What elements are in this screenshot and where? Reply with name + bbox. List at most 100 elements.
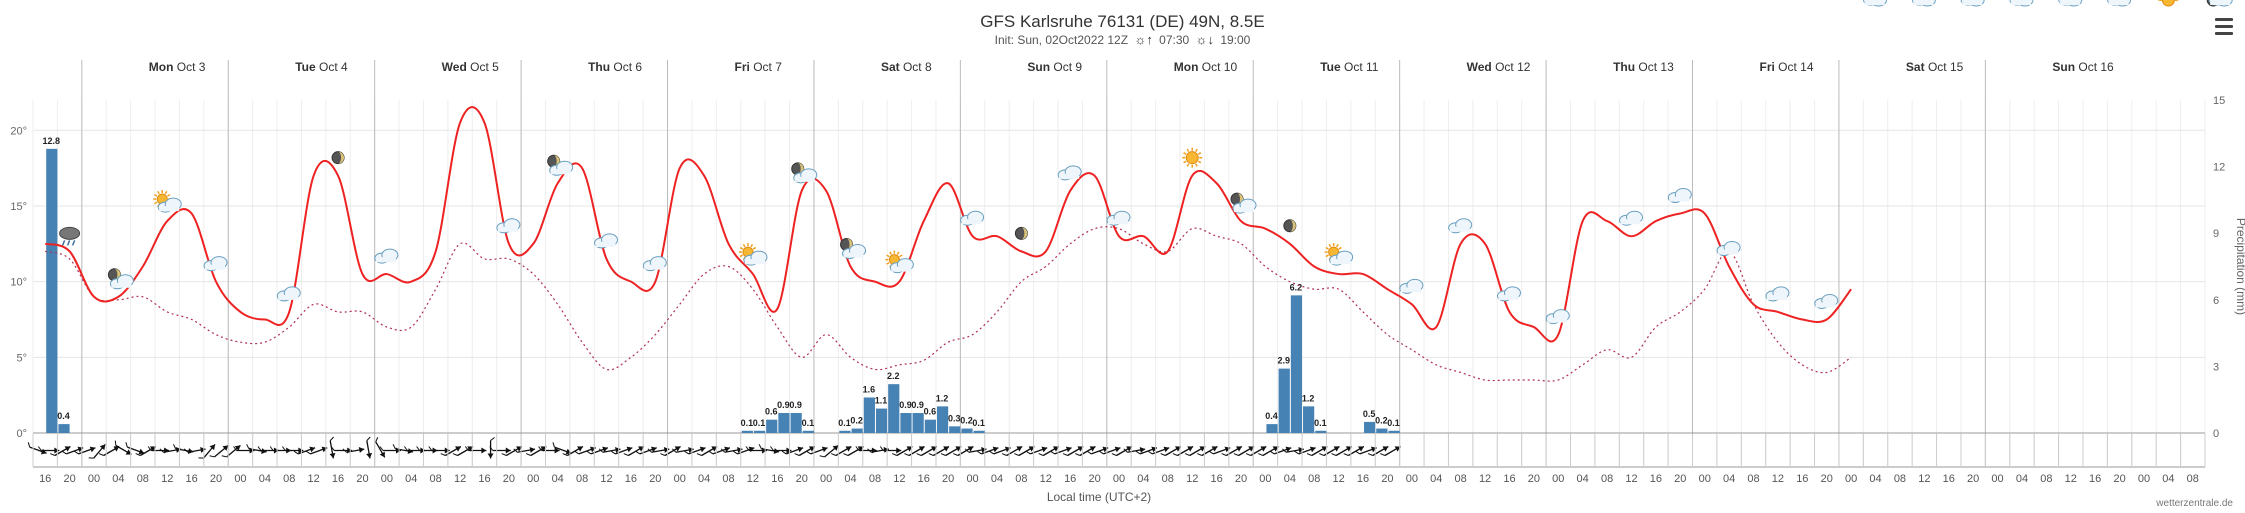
wind-arrow-head xyxy=(1298,447,1304,453)
cloud-shape xyxy=(2059,0,2080,5)
wind-arrow-barb xyxy=(1099,450,1104,455)
precip-data-label: 0.1 xyxy=(1314,418,1327,428)
wind-arrow-barb xyxy=(867,448,872,453)
wind-arrow xyxy=(1258,445,1279,457)
day-name: Fri xyxy=(735,60,750,74)
hamburger-menu-icon[interactable] xyxy=(2215,18,2233,39)
hour-tick-label: 04 xyxy=(2162,473,2174,485)
wind-arrow xyxy=(525,445,547,457)
wind-arrow-head xyxy=(209,444,216,451)
wind-arrow xyxy=(916,445,938,457)
wind-arrow-barb xyxy=(416,446,420,451)
wind-arrow-barb xyxy=(1147,450,1153,455)
wind-arrow xyxy=(989,446,1011,455)
wind-arrow-barb xyxy=(794,453,800,456)
cloud-icon xyxy=(1667,188,1692,204)
hour-tick-label: 08 xyxy=(576,473,588,485)
day-name: Fri xyxy=(1760,60,1775,74)
cloud-shape xyxy=(1718,249,1739,255)
wind-arrow-barb xyxy=(1233,453,1239,456)
wind-arrow xyxy=(209,444,229,458)
hour-tick-label: 20 xyxy=(1674,473,1686,485)
day-date: Oct 3 xyxy=(173,60,205,74)
wind-arrow-head xyxy=(540,446,547,452)
day-label: Wed Oct 5 xyxy=(442,60,499,74)
precip-data-label: 1.1 xyxy=(875,396,888,406)
precip-bar xyxy=(839,430,851,433)
wind-arrow xyxy=(1099,446,1121,455)
precip-data-label: 2.9 xyxy=(1277,356,1290,366)
wind-arrow xyxy=(770,446,792,454)
day-date: Oct 6 xyxy=(610,60,642,74)
day-date: Oct 13 xyxy=(1635,60,1674,74)
wind-arrow-head xyxy=(298,447,304,454)
day-date: Oct 16 xyxy=(2075,60,2114,74)
cloud-shape xyxy=(1330,259,1351,265)
precip-data-label: 1.6 xyxy=(863,384,876,394)
wind-arrow xyxy=(964,447,987,453)
hour-tick-label: 12 xyxy=(2065,473,2077,485)
hour-tick-label: 08 xyxy=(137,473,149,485)
precip-data-label: 0.1 xyxy=(802,418,815,428)
moon-cloud-icon xyxy=(791,162,818,184)
sunset-icon: ☼↓ xyxy=(1195,32,1214,47)
wind-arrow xyxy=(489,446,511,454)
wind-arrow-head xyxy=(1139,447,1146,453)
hour-tick-label: 12 xyxy=(893,473,905,485)
wind-arrow xyxy=(392,444,414,454)
wind-arrow-barb xyxy=(246,444,250,449)
wind-arrow-barb xyxy=(125,442,128,448)
wind-arrow-barb xyxy=(1001,453,1007,456)
cloud-shape xyxy=(497,226,518,232)
wind-arrow-barb xyxy=(501,453,507,456)
wind-arrow xyxy=(1343,445,1365,457)
wind-arrow-head xyxy=(516,446,522,452)
cloud-icon xyxy=(374,248,399,264)
cloud-shape xyxy=(961,219,982,225)
wind-arrow-head xyxy=(688,447,694,453)
wind-arrow xyxy=(598,447,621,453)
wind-arrow xyxy=(1306,445,1328,457)
hour-tick-label: 16 xyxy=(39,473,51,485)
wind-arrow xyxy=(586,446,609,455)
wind-arrow xyxy=(1367,445,1389,457)
cloud-shape xyxy=(1498,294,1519,300)
wind-arrow-barb xyxy=(281,446,286,451)
wind-arrow-barb xyxy=(1331,453,1337,456)
wind-arrow-head xyxy=(125,449,132,455)
cloud-shape xyxy=(644,264,665,270)
cloud-icon xyxy=(1863,0,1888,7)
sun-ray xyxy=(1325,254,1329,258)
hour-tick-label: 04 xyxy=(1284,473,1296,485)
hour-tick-label: 08 xyxy=(722,473,734,485)
hour-tick-label: 00 xyxy=(88,473,100,485)
hour-tick-label: 08 xyxy=(2187,473,2199,485)
hour-tick-label: 16 xyxy=(1210,473,1222,485)
wind-arrow-barb xyxy=(610,450,616,455)
wind-arrow-barb xyxy=(366,436,371,441)
precip-data-label: 0.9 xyxy=(911,400,924,410)
wind-arrow-head xyxy=(1382,446,1389,452)
day-label: Sun Oct 9 xyxy=(1027,60,1082,74)
precip-bar xyxy=(1278,368,1290,433)
wind-arrow xyxy=(1001,445,1023,457)
sun-cloud-icon xyxy=(885,250,914,274)
wind-arrow xyxy=(487,437,495,459)
hour-tick-label: 12 xyxy=(161,473,173,485)
wind-arrow-barb xyxy=(1014,453,1020,456)
wind-arrow xyxy=(671,447,694,453)
hour-tick-label: 00 xyxy=(674,473,686,485)
hour-tick-label: 00 xyxy=(234,473,246,485)
hour-tick-label: 16 xyxy=(1650,473,1662,485)
cloud-shape xyxy=(1449,226,1470,232)
sun-ray xyxy=(1328,243,1332,248)
wind-arrow-barb xyxy=(183,448,189,453)
sun-ray xyxy=(1338,246,1342,250)
day-date: Oct 11 xyxy=(1341,60,1379,74)
wind-arrow-barb xyxy=(513,448,518,453)
wind-arrow-barb xyxy=(305,450,311,455)
wind-arrow-head xyxy=(786,447,792,454)
hour-tick-label: 04 xyxy=(1430,473,1442,485)
wind-arrow-head xyxy=(234,445,241,451)
precip-bar xyxy=(790,413,802,433)
